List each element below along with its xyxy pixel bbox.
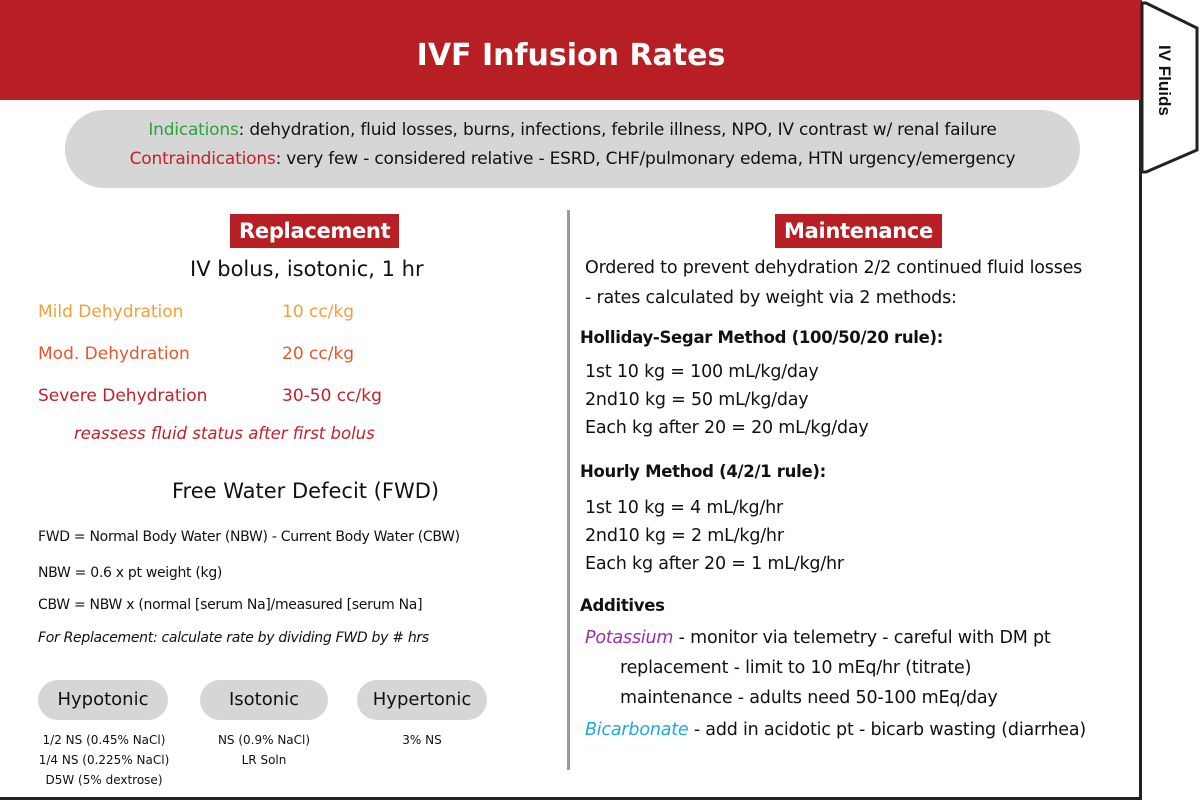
fwd-replacement-note: For Replacement: calculate rate by divid… bbox=[38, 630, 429, 646]
indications-line: Indications: dehydration, fluid losses, … bbox=[65, 116, 1080, 145]
additives-heading: Additives bbox=[580, 596, 665, 615]
hourly-method-heading: Hourly Method (4/2/1 rule): bbox=[580, 462, 826, 481]
replacement-subtitle: IV bolus, isotonic, 1 hr bbox=[190, 257, 424, 281]
contraindications-label: Contraindications bbox=[129, 149, 276, 169]
hypertonic-list: 3% NS bbox=[357, 730, 487, 750]
indications-text: : dehydration, fluid losses, burns, infe… bbox=[238, 120, 997, 140]
page-title: IVF Infusion Rates bbox=[0, 0, 1142, 100]
holliday-segar-heading: Holliday-Segar Method (100/50/20 rule): bbox=[580, 328, 944, 347]
bicarbonate-label: Bicarbonate bbox=[585, 720, 689, 740]
isotonic-item: NS (0.9% NaCl) bbox=[217, 733, 311, 747]
potassium-line: Potassium - monitor via telemetry - care… bbox=[585, 628, 1051, 648]
hypotonic-list: 1/2 NS (0.45% NaCl) 1/4 NS (0.225% NaCl)… bbox=[20, 730, 188, 790]
nbw-formula: NBW = 0.6 x pt weight (kg) bbox=[38, 565, 223, 581]
isotonic-pill: Isotonic bbox=[200, 680, 328, 720]
mod-dehydration-rate: 20 cc/kg bbox=[282, 344, 355, 364]
hypotonic-item: D5W (5% dextrose) bbox=[45, 773, 163, 787]
holliday-line: 2nd10 kg = 50 mL/kg/day bbox=[585, 390, 809, 410]
potassium-text: - monitor via telemetry - careful with D… bbox=[673, 628, 1051, 648]
isotonic-list: NS (0.9% NaCl) LR Soln bbox=[196, 730, 332, 770]
contraindications-line: Contraindications: very few - considered… bbox=[65, 145, 1080, 174]
isotonic-item: LR Soln bbox=[241, 753, 287, 767]
hypotonic-pill: Hypotonic bbox=[38, 680, 168, 720]
hourly-line: 1st 10 kg = 4 mL/kg/hr bbox=[585, 498, 783, 518]
indications-box: Indications: dehydration, fluid losses, … bbox=[65, 110, 1080, 188]
contraindications-text: : very few - considered relative - ESRD,… bbox=[275, 149, 1016, 169]
hourly-line: 2nd10 kg = 2 mL/kg/hr bbox=[585, 526, 784, 546]
hourly-line: Each kg after 20 = 1 mL/kg/hr bbox=[585, 554, 844, 574]
hypertonic-item: 3% NS bbox=[402, 733, 442, 747]
maintenance-badge: Maintenance bbox=[775, 214, 942, 248]
maintenance-intro-1: Ordered to prevent dehydration 2/2 conti… bbox=[585, 258, 1083, 278]
indications-label: Indications bbox=[148, 120, 239, 140]
tab-label: IV Fluids bbox=[1155, 44, 1174, 116]
column-divider bbox=[567, 210, 570, 770]
bicarbonate-line: Bicarbonate - add in acidotic pt - bicar… bbox=[585, 720, 1086, 740]
holliday-line: Each kg after 20 = 20 mL/kg/day bbox=[585, 418, 869, 438]
maintenance-intro-2: - rates calculated by weight via 2 metho… bbox=[585, 288, 957, 308]
replacement-badge: Replacement bbox=[230, 214, 400, 248]
potassium-label: Potassium bbox=[585, 628, 674, 648]
section-tab[interactable] bbox=[1139, 0, 1200, 175]
severe-dehydration-rate: 30-50 cc/kg bbox=[282, 386, 382, 406]
hypotonic-item: 1/4 NS (0.225% NaCl) bbox=[38, 753, 170, 767]
hypotonic-item: 1/2 NS (0.45% NaCl) bbox=[42, 733, 166, 747]
reassess-note: reassess fluid status after first bolus bbox=[74, 424, 375, 443]
fwd-title: Free Water Defecit (FWD) bbox=[172, 479, 440, 503]
potassium-replacement: replacement - limit to 10 mEq/hr (titrat… bbox=[620, 658, 972, 678]
mild-dehydration-rate: 10 cc/kg bbox=[282, 302, 355, 322]
holliday-line: 1st 10 kg = 100 mL/kg/day bbox=[585, 362, 819, 382]
severe-dehydration-label: Severe Dehydration bbox=[38, 386, 208, 406]
cbw-formula: CBW = NBW x (normal [serum Na]/measured … bbox=[38, 597, 423, 613]
mod-dehydration-label: Mod. Dehydration bbox=[38, 344, 190, 364]
potassium-maintenance: maintenance - adults need 50-100 mEq/day bbox=[620, 688, 998, 708]
bicarbonate-text: - add in acidotic pt - bicarb wasting (d… bbox=[688, 720, 1086, 740]
fwd-formula: FWD = Normal Body Water (NBW) - Current … bbox=[38, 529, 460, 545]
hypertonic-pill: Hypertonic bbox=[357, 680, 487, 720]
mild-dehydration-label: Mild Dehydration bbox=[38, 302, 184, 322]
